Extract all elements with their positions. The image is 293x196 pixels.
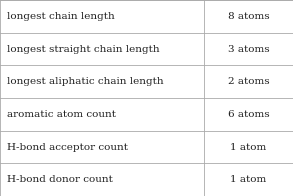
Text: longest straight chain length: longest straight chain length — [7, 44, 160, 54]
Text: 1 atom: 1 atom — [230, 142, 266, 152]
Text: 1 atom: 1 atom — [230, 175, 266, 184]
Text: 6 atoms: 6 atoms — [227, 110, 269, 119]
Text: H-bond donor count: H-bond donor count — [7, 175, 113, 184]
Text: aromatic atom count: aromatic atom count — [7, 110, 116, 119]
Text: 3 atoms: 3 atoms — [227, 44, 269, 54]
Text: 2 atoms: 2 atoms — [227, 77, 269, 86]
Text: 8 atoms: 8 atoms — [227, 12, 269, 21]
Text: longest chain length: longest chain length — [7, 12, 115, 21]
Text: longest aliphatic chain length: longest aliphatic chain length — [7, 77, 164, 86]
Text: H-bond acceptor count: H-bond acceptor count — [7, 142, 128, 152]
